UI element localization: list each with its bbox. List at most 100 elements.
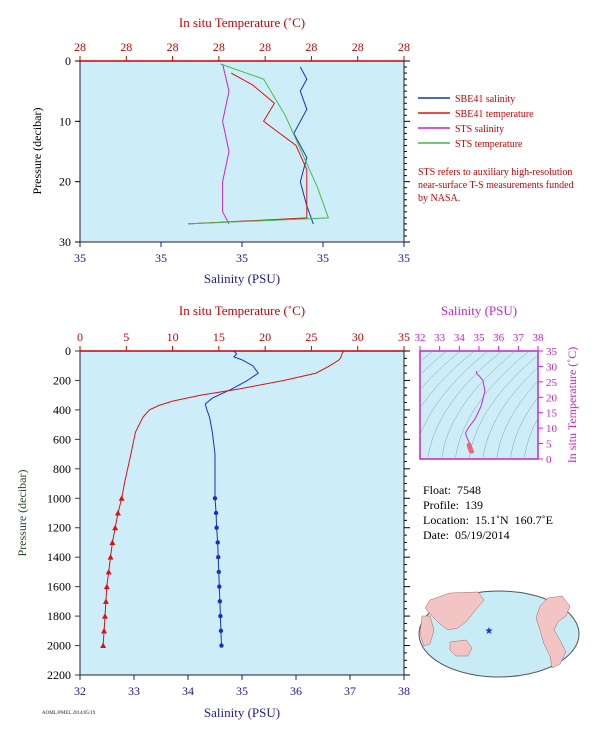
ts-density-contour: [468, 354, 538, 459]
ts-density-contour: [482, 366, 538, 459]
ts-panel: Salinity (PSU) 32 33 34 35 36 37 38 0 5 10 15 20 25…: [415, 303, 601, 466]
profile-number: Profile: 139: [423, 498, 483, 512]
top-plot-area: [79, 60, 405, 243]
main-temp-tick-label: 20: [259, 330, 271, 344]
main-salinity-tick-label: 38: [398, 684, 410, 698]
main-salinity-tick-label: 33: [128, 684, 140, 698]
ts-temperature-tick-label: 20: [546, 392, 558, 404]
temperature-bottle-point: [105, 568, 112, 575]
ts-salinity-tick-label: 37: [513, 332, 525, 344]
temperature-bottle-point: [114, 510, 121, 516]
main-pressure-tick-label: 1000: [47, 491, 71, 505]
main-pressure-tick-label: 200: [53, 373, 71, 387]
top-salinity-tick-label: 35: [155, 251, 167, 265]
ts-temperature-tick-label: 30: [546, 361, 558, 373]
top-temp-tick-label: 28: [74, 40, 86, 54]
main-temp-tick-label: 25: [305, 330, 317, 344]
sts-note: STS refers to auxiliary high-resolution …: [418, 167, 574, 204]
top-temp-tick-label: 28: [167, 40, 179, 54]
ts-temperature-ticks: 0 5 10 15 20 25 30 35: [538, 346, 558, 466]
top-pressure-tick-label: 0: [65, 54, 71, 68]
temperature-bottle-point: [107, 554, 114, 560]
ts-density-contour: [420, 351, 461, 391]
top-temp-tick-label: 28: [398, 40, 410, 54]
main-salinity-axis-label: Salinity (PSU): [204, 705, 280, 720]
legend-label-sts-temperature: STS temperature: [455, 139, 523, 150]
main-series: [100, 350, 345, 649]
top-salinity-tick-label: 35: [398, 251, 410, 265]
top-pressure-tick-label: 20: [59, 175, 71, 189]
ts-salinity-tick-label: 38: [533, 332, 545, 344]
salinity-bottle-point: [216, 554, 221, 560]
ts-density-contours: [420, 345, 601, 465]
ts-salinity-tick-label: 32: [415, 332, 426, 344]
ts-salinity-tick-label: 36: [493, 332, 505, 344]
ts-temperature-tick-label: 15: [546, 408, 558, 420]
map-land-africa: [419, 615, 435, 647]
footer-text: AOML/PMEL 2014/05/19: [42, 711, 96, 716]
main-series-salinity: [204, 350, 259, 646]
temperature-bottle-point: [100, 642, 107, 649]
ts-salinity-tick-label: 35: [474, 332, 486, 344]
top-temp-tick-label: 28: [120, 40, 132, 54]
top-temp-tick-label: 28: [352, 40, 364, 54]
top-series-sbe41-temperature: [187, 72, 308, 225]
ts-density-contour: [579, 345, 601, 465]
legend: SBE41 salinity SBE41 temperature STS sal…: [418, 94, 534, 150]
top-temp-tick-label: 28: [259, 40, 271, 54]
main-temp-tick-label: 5: [123, 330, 129, 344]
main-salinity-tick-label: 35: [236, 684, 248, 698]
salinity-bottle-point: [214, 525, 219, 530]
top-temp-tick-label: 28: [213, 40, 225, 54]
temperature-bottle-point: [112, 524, 119, 531]
ts-plot-area: [419, 350, 539, 460]
legend-label-sbe41-temperature: SBE41 temperature: [455, 109, 534, 120]
salinity-bottle-point: [213, 510, 219, 516]
main-panel: In situ Temperature (˚C) 0 5 10 15 20 25 30 35 …: [15, 303, 410, 720]
main-temp-tick-label: 15: [213, 330, 225, 344]
main-temp-tick-label: 0: [77, 330, 83, 344]
top-pressure-tick-label: 10: [59, 114, 71, 128]
main-pressure-tick-label: 1800: [47, 609, 71, 623]
salinity-bottle-point: [217, 584, 222, 589]
top-panel-salinity-axis-label: Salinity (PSU): [204, 271, 280, 286]
map-land-eurasia: [424, 591, 485, 631]
ts-density-contour: [427, 351, 503, 459]
top-panel-salinity-ticks: 35 35 35 35 35: [74, 242, 410, 265]
main-pressure-axis-label: Pressure (decibar): [15, 470, 29, 557]
main-temp-tick-label: 10: [167, 330, 179, 344]
salinity-bottle-point: [216, 569, 221, 575]
main-plot-area: [79, 350, 405, 676]
main-salinity-tick-label: 34: [182, 684, 194, 698]
main-pressure-tick-label: 600: [53, 432, 71, 446]
main-salinity-tick-label: 37: [344, 684, 356, 698]
main-pressure-tick-label: 800: [53, 462, 71, 476]
ts-density-contour: [523, 417, 538, 459]
main-salinity-ticks: 32 33 34 35 36 37 38: [74, 675, 410, 698]
main-pressure-tick-label: 1400: [47, 550, 71, 564]
main-temp-tick-label: 30: [352, 330, 364, 344]
salinity-bottle-point: [219, 643, 224, 648]
ts-contour-lines: [420, 345, 601, 465]
ts-density-contour: [420, 351, 448, 376]
top-salinity-tick-label: 35: [317, 251, 329, 265]
top-pressure-tick-label: 30: [59, 235, 71, 249]
main-pressure-tick-label: 1600: [47, 580, 71, 594]
top-series-sts-salinity: [222, 63, 230, 225]
float-location-marker: ★: [485, 626, 494, 637]
temperature-bottle-point: [102, 598, 109, 604]
ts-temperature-axis-label: In situ Temperature (˚C): [565, 347, 579, 464]
legend-label-sts-salinity: STS salinity: [455, 124, 504, 135]
main-pressure-tick-label: 1200: [47, 521, 71, 535]
ts-temperature-tick-label: 35: [546, 346, 558, 358]
temperature-bottle-point: [103, 583, 110, 590]
main-salinity-tick-label: 36: [290, 684, 302, 698]
top-panel-pressure-ticks: 0 10 20 30: [59, 54, 410, 249]
ts-density-contour: [496, 380, 538, 459]
ts-salinity-ticks: 32 33 34 35 36 37 38: [415, 332, 545, 351]
temperature-bottle-point: [109, 539, 116, 545]
legend-label-sbe41-salinity: SBE41 salinity: [455, 94, 515, 105]
main-pressure-tick-label: 0: [65, 344, 71, 358]
ts-salinity-axis-label: Salinity (PSU): [441, 303, 517, 318]
